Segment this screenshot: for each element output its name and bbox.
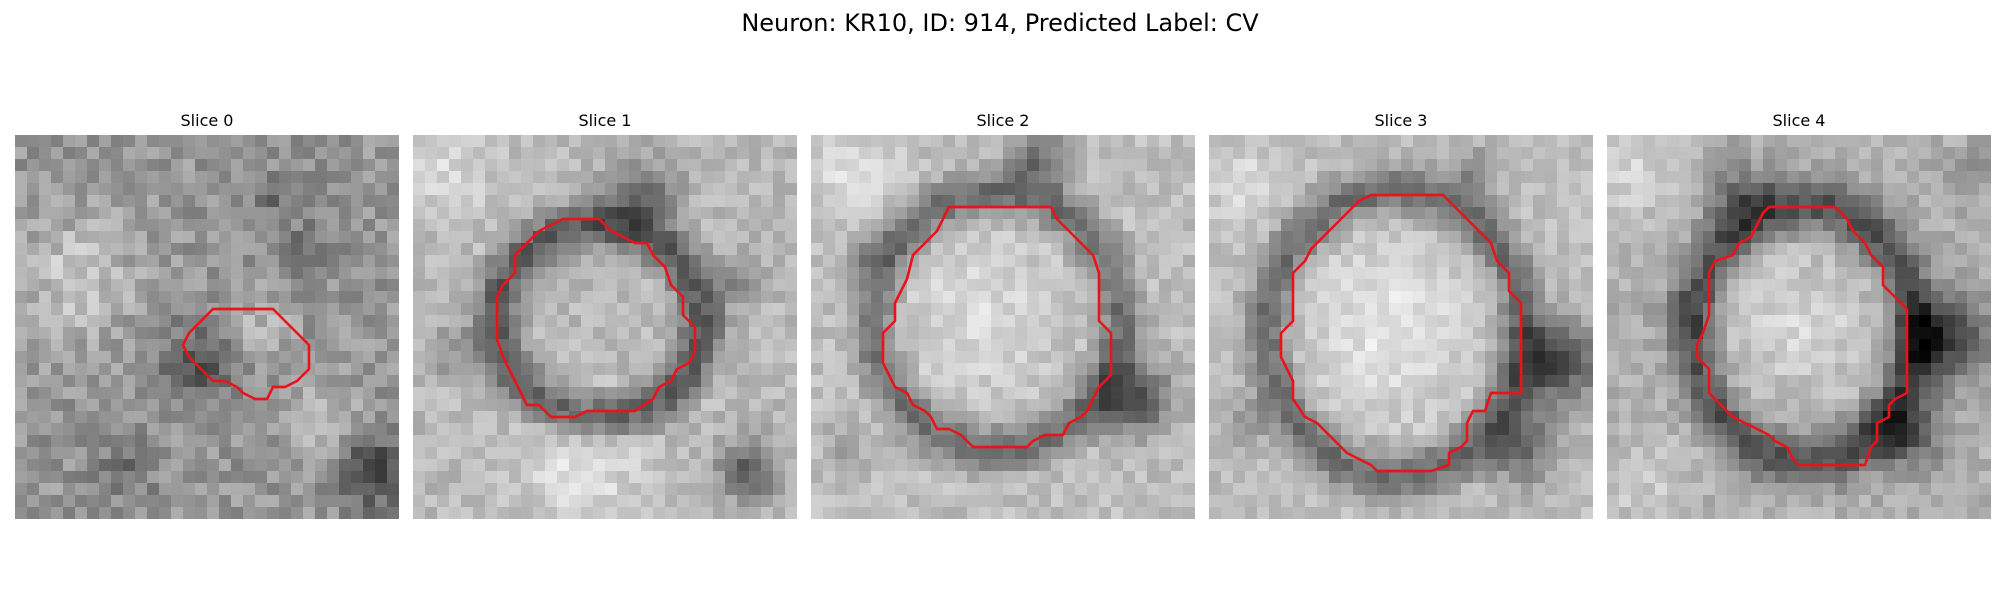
roi-outline-3	[1279, 193, 1523, 473]
slice-svg-4	[1607, 135, 1991, 519]
slice-svg-2	[811, 135, 1195, 519]
roi-outline-1	[495, 217, 697, 419]
roi-outline-2	[881, 205, 1113, 449]
roi-outline-4	[1695, 205, 1909, 467]
figure-title: Neuron: KR10, ID: 914, Predicted Label: …	[741, 9, 1259, 37]
slice-title-1: Slice 1	[578, 111, 632, 130]
slice-image-0	[15, 135, 399, 519]
slice-title-0: Slice 0	[180, 111, 234, 130]
roi-outline-0	[181, 307, 311, 401]
slice-svg-3	[1209, 135, 1593, 519]
slice-title-2: Slice 2	[976, 111, 1030, 130]
slice-svg-0	[15, 135, 399, 519]
slice-image-1	[413, 135, 797, 519]
slice-image-4	[1607, 135, 1991, 519]
slice-image-3	[1209, 135, 1593, 519]
slice-title-4: Slice 4	[1772, 111, 1826, 130]
slice-title-3: Slice 3	[1374, 111, 1428, 130]
slice-svg-1	[413, 135, 797, 519]
slice-image-2	[811, 135, 1195, 519]
